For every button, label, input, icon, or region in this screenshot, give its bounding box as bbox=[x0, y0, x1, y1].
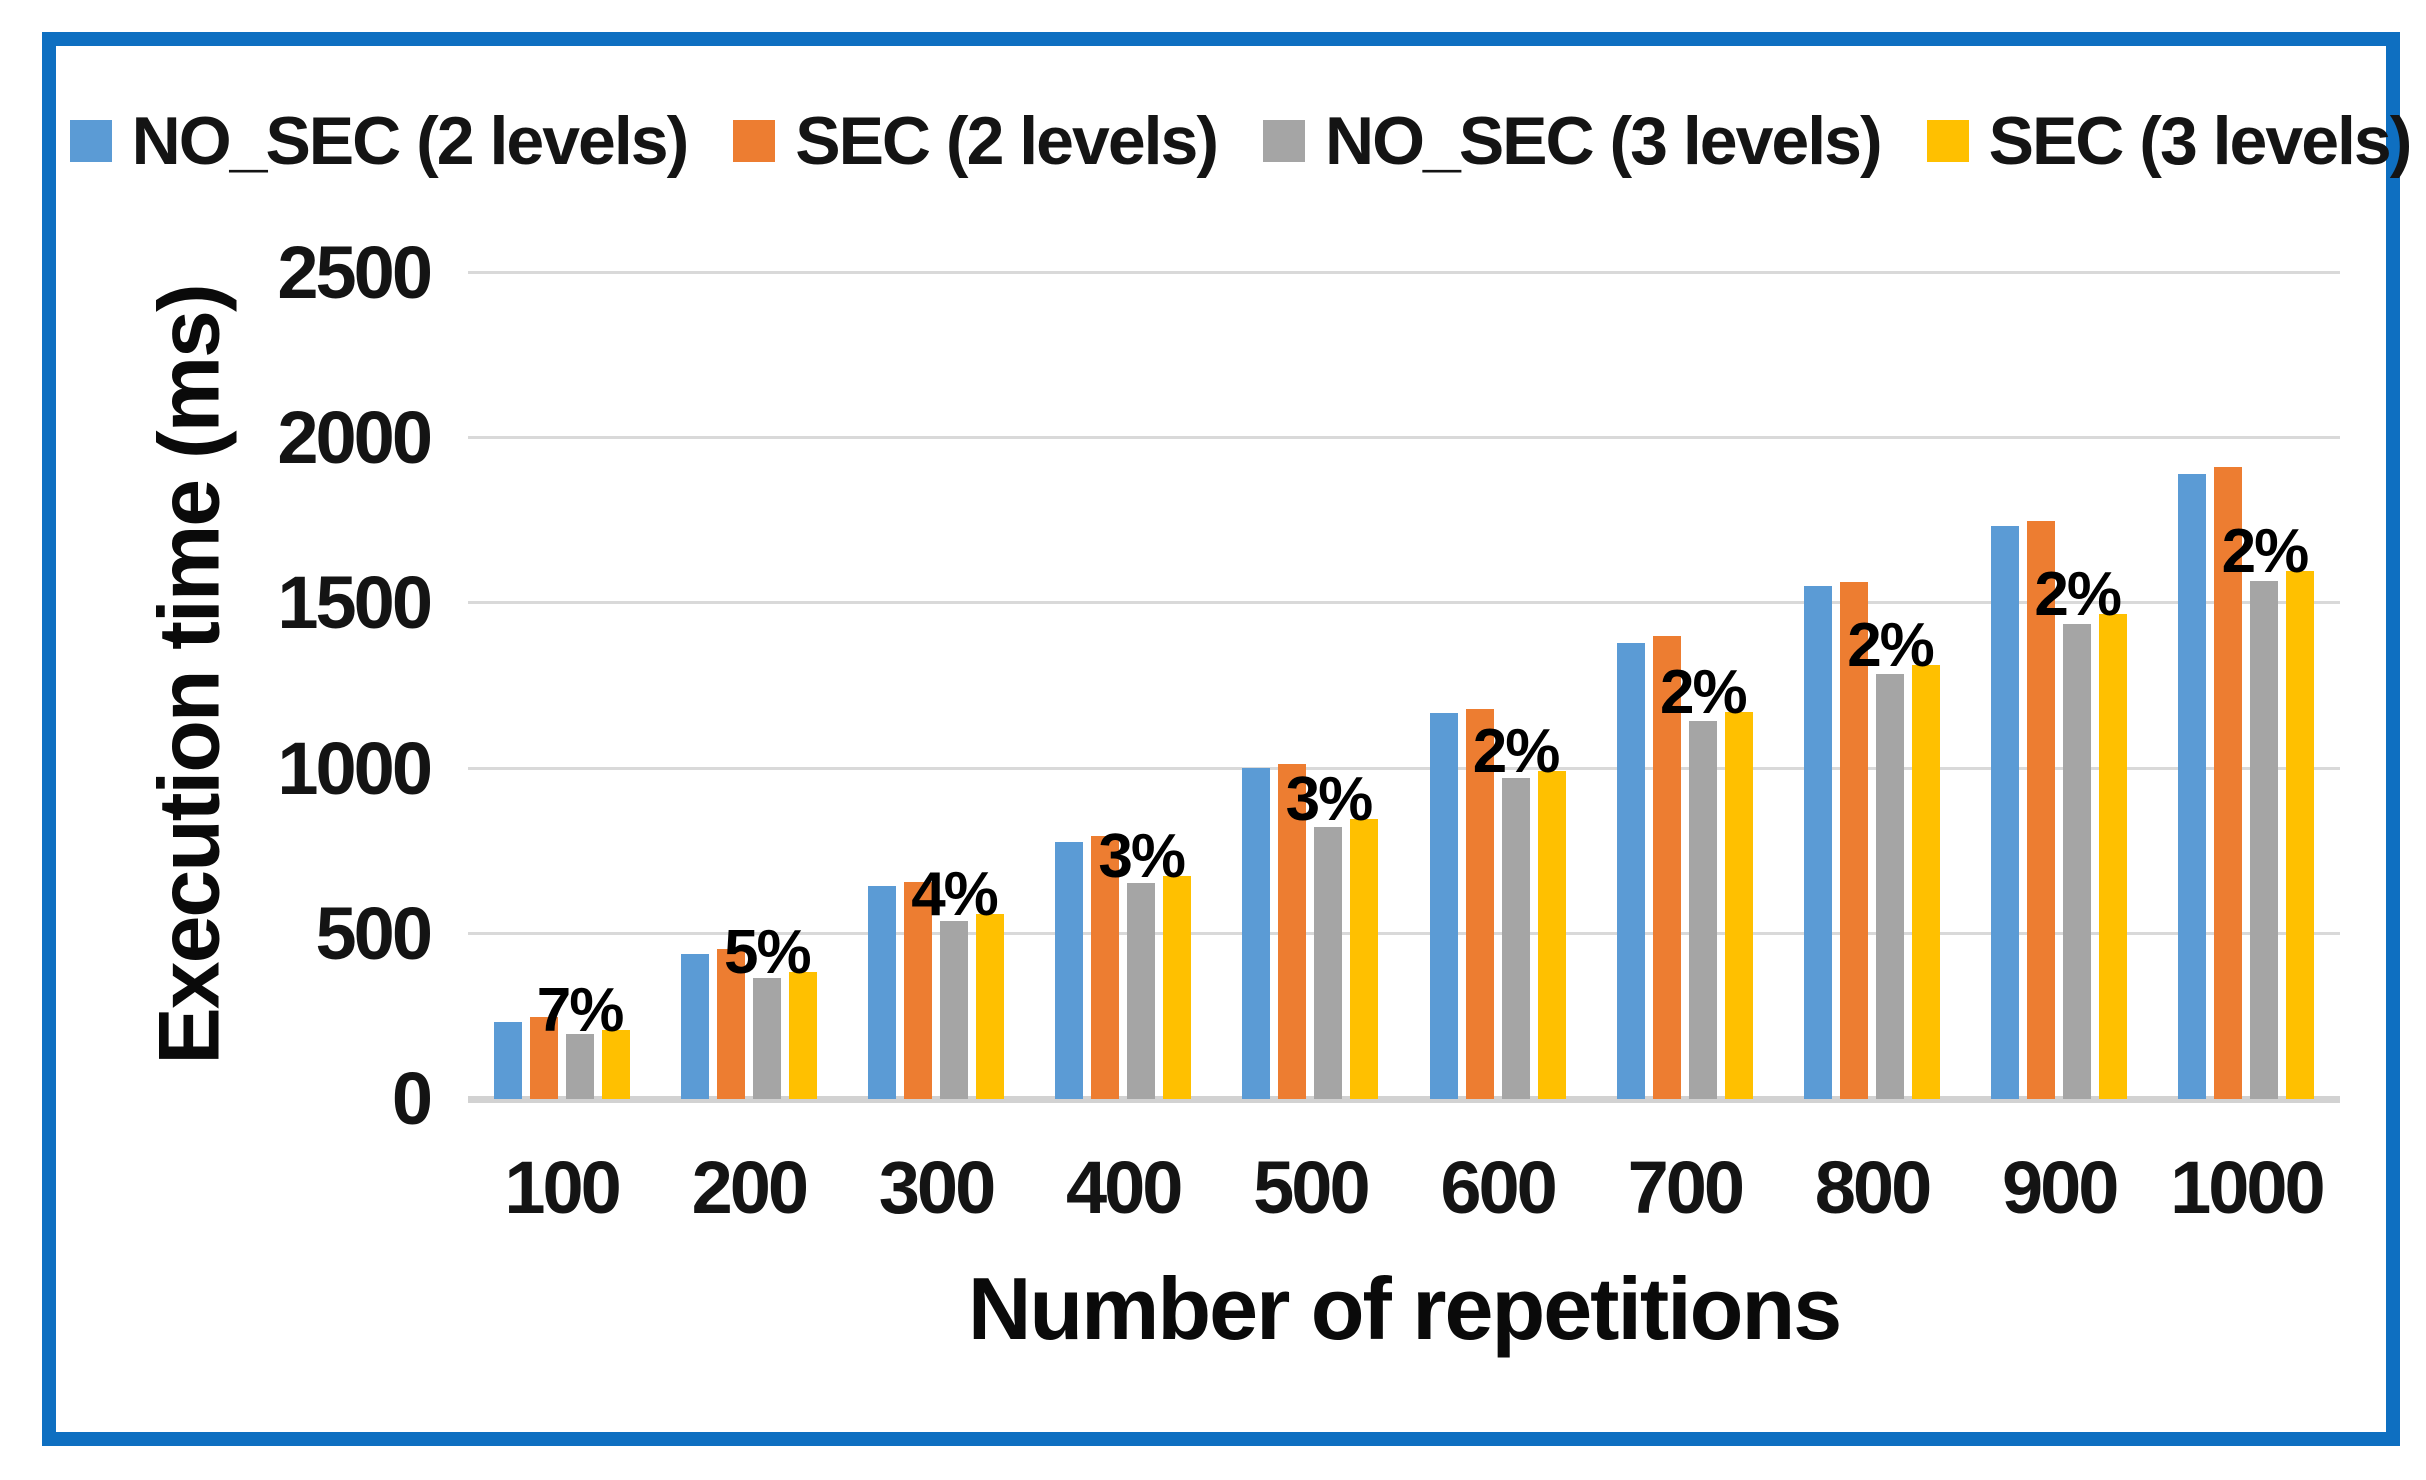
bar-sec-2-levels--300 bbox=[904, 881, 932, 1099]
bar-no-sec-3-levels--900 bbox=[2063, 623, 2092, 1099]
bar-percent-label-900: 2% bbox=[2034, 559, 2122, 629]
x-tick-800: 800 bbox=[1814, 1146, 1932, 1229]
y-tick-1500: 1500 bbox=[277, 561, 433, 645]
bar-sec-3-levels--800 bbox=[1912, 665, 1940, 1099]
x-tick-200: 200 bbox=[691, 1146, 809, 1229]
legend-item-no-sec-2-levels-: NO_SEC (2 levels) bbox=[69, 103, 690, 179]
bar-percent-label-700: 2% bbox=[1659, 658, 1748, 728]
legend-swatch-icon bbox=[733, 120, 776, 162]
legend-label: NO_SEC (3 levels) bbox=[1325, 103, 1883, 179]
bar-percent-label-800: 2% bbox=[1847, 611, 1935, 681]
gridline-500 bbox=[468, 931, 2340, 935]
y-tick-2500: 2500 bbox=[277, 231, 433, 314]
bar-no-sec-2-levels--700 bbox=[1616, 642, 1645, 1099]
bar-sec-3-levels--500 bbox=[1350, 818, 1379, 1099]
bar-sec-2-levels--500 bbox=[1278, 764, 1307, 1099]
x-axis-line bbox=[468, 1096, 2340, 1103]
legend-item-sec-3-levels-: SEC (3 levels) bbox=[1926, 103, 2413, 179]
y-tick-2000: 2000 bbox=[277, 396, 433, 480]
legend-label: SEC (2 levels) bbox=[795, 103, 1219, 179]
legend-label: NO_SEC (2 levels) bbox=[131, 103, 690, 179]
bar-no-sec-2-levels--300 bbox=[868, 885, 896, 1099]
bar-no-sec-2-levels--900 bbox=[1991, 526, 2020, 1099]
chart-legend: NO_SEC (2 levels) SEC (2 levels) NO_SEC (3… bbox=[54, 103, 2426, 179]
bar-sec-3-levels--1000 bbox=[2286, 570, 2315, 1099]
x-tick-500: 500 bbox=[1253, 1146, 1370, 1229]
bar-sec-2-levels--700 bbox=[1652, 636, 1681, 1099]
x-tick-700: 700 bbox=[1627, 1146, 1745, 1229]
x-axis-title: Number of repetitions bbox=[967, 1259, 1842, 1358]
y-tick-1000: 1000 bbox=[277, 726, 433, 810]
legend-swatch-icon bbox=[1263, 120, 1305, 162]
bar-percent-label-200: 5% bbox=[723, 917, 812, 987]
bar-no-sec-3-levels--500 bbox=[1314, 827, 1343, 1099]
legend-swatch-icon bbox=[69, 120, 112, 162]
bar-sec-2-levels--1000 bbox=[2214, 467, 2243, 1099]
bar-no-sec-2-levels--1000 bbox=[2178, 474, 2207, 1099]
figure-border bbox=[42, 32, 2400, 1446]
bar-no-sec-3-levels--700 bbox=[1688, 720, 1717, 1099]
legend-swatch-icon bbox=[1926, 120, 1969, 162]
x-tick-1000: 1000 bbox=[2170, 1146, 2326, 1229]
x-tick-900: 900 bbox=[2001, 1146, 2119, 1229]
bar-sec-3-levels--300 bbox=[976, 913, 1004, 1099]
bar-sec-2-levels--900 bbox=[2027, 521, 2056, 1099]
bar-sec-3-levels--100 bbox=[601, 1029, 630, 1099]
bar-no-sec-3-levels--100 bbox=[565, 1034, 594, 1099]
y-tick-500: 500 bbox=[315, 891, 433, 975]
bar-no-sec-2-levels--200 bbox=[680, 953, 709, 1099]
bar-no-sec-2-levels--100 bbox=[493, 1022, 522, 1099]
bar-no-sec-3-levels--1000 bbox=[2250, 581, 2279, 1099]
bar-no-sec-3-levels--800 bbox=[1876, 674, 1904, 1099]
bar-sec-3-levels--700 bbox=[1724, 712, 1753, 1099]
bar-percent-label-100: 7% bbox=[536, 975, 625, 1045]
bar-percent-label-500: 3% bbox=[1285, 764, 1374, 834]
bar-sec-3-levels--400 bbox=[1163, 875, 1192, 1099]
bar-sec-2-levels--100 bbox=[529, 1017, 558, 1099]
bar-sec-3-levels--200 bbox=[788, 971, 817, 1099]
legend-item-no-sec-3-levels-: NO_SEC (3 levels) bbox=[1263, 103, 1883, 179]
x-tick-300: 300 bbox=[878, 1146, 996, 1229]
bar-no-sec-2-levels--400 bbox=[1055, 841, 1084, 1099]
bar-no-sec-2-levels--600 bbox=[1429, 713, 1458, 1099]
bar-percent-label-400: 3% bbox=[1098, 821, 1186, 891]
gridline-2500 bbox=[468, 271, 2340, 274]
x-tick-400: 400 bbox=[1065, 1146, 1183, 1229]
bar-sec-2-levels--600 bbox=[1465, 709, 1494, 1099]
x-tick-100: 100 bbox=[504, 1146, 621, 1229]
bar-sec-3-levels--600 bbox=[1537, 770, 1566, 1099]
bar-percent-label-300: 4% bbox=[911, 859, 999, 929]
bar-no-sec-3-levels--400 bbox=[1127, 882, 1156, 1099]
bar-sec-2-levels--800 bbox=[1840, 581, 1868, 1099]
x-tick-600: 600 bbox=[1440, 1146, 1557, 1229]
bar-sec-3-levels--900 bbox=[2099, 613, 2128, 1099]
gridline-1500 bbox=[468, 601, 2340, 605]
bar-no-sec-2-levels--800 bbox=[1804, 586, 1832, 1099]
bar-percent-label-600: 2% bbox=[1472, 716, 1561, 786]
gridline-1000 bbox=[468, 766, 2340, 770]
bar-no-sec-3-levels--200 bbox=[752, 977, 781, 1099]
bar-sec-2-levels--200 bbox=[716, 948, 745, 1099]
gridline-2000 bbox=[468, 436, 2340, 440]
bar-no-sec-3-levels--600 bbox=[1501, 777, 1530, 1099]
legend-item-sec-2-levels-: SEC (2 levels) bbox=[733, 103, 1219, 179]
bar-percent-label-1000: 2% bbox=[2221, 516, 2310, 586]
bar-no-sec-3-levels--300 bbox=[940, 921, 968, 1099]
y-axis-tick-labels: 0 500 1000 1500 2000 2500 bbox=[0, 0, 433, 1480]
y-tick-0: 0 bbox=[391, 1057, 433, 1140]
legend-label: SEC (3 levels) bbox=[1988, 103, 2413, 179]
bar-no-sec-2-levels--500 bbox=[1242, 767, 1271, 1099]
x-axis-tick-labels: 100 200 300 400 500 600 700 800 900 1000 bbox=[468, 1148, 2340, 1238]
bar-sec-2-levels--400 bbox=[1091, 835, 1120, 1099]
plot-area: 7% 5% 4% 3% 3% 2% 2% 2% 2% 2% bbox=[468, 271, 2340, 1103]
